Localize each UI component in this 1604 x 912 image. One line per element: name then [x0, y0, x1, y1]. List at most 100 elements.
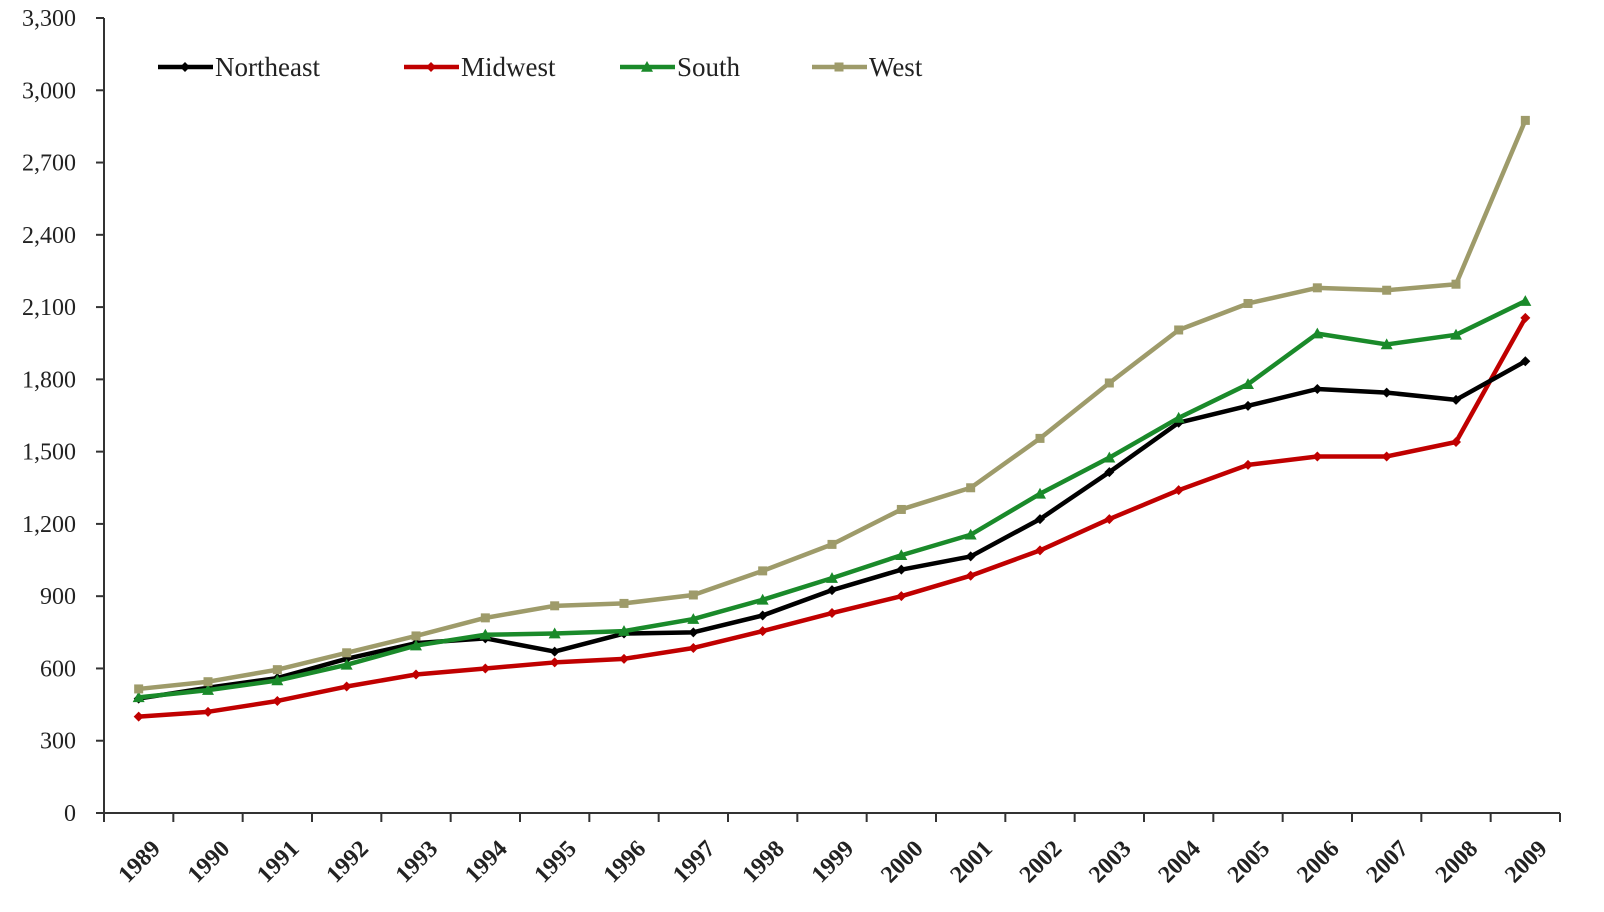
x-tick-label: 2008: [1431, 836, 1483, 888]
data-point-south: [1034, 487, 1046, 499]
data-point-midwest: [1451, 437, 1461, 447]
data-point-west: [1174, 325, 1184, 335]
data-point-midwest: [1312, 451, 1323, 462]
data-point-south: [895, 549, 908, 561]
data-point-midwest: [480, 663, 491, 674]
legend-label: Midwest: [461, 52, 556, 82]
data-point-south: [1311, 327, 1324, 339]
series-line-south: [138, 299, 1527, 700]
data-point-midwest: [1520, 312, 1531, 323]
data-point-west: [758, 566, 768, 576]
y-tick-label: 3,300: [22, 6, 76, 32]
x-tick-label: 2009: [1500, 836, 1552, 888]
data-point-midwest: [1035, 545, 1045, 556]
data-point-south: [1172, 411, 1185, 423]
legend-marker: [641, 61, 653, 72]
x-tick-label: 2005: [1223, 836, 1275, 888]
series-midwest: [133, 312, 1531, 722]
series-group: [132, 115, 1532, 722]
legend-label: West: [869, 52, 923, 82]
legend-marker: [180, 62, 190, 72]
x-tick-label: 1991: [252, 836, 304, 888]
data-point-west: [1243, 298, 1253, 308]
x-tick-label: 1993: [391, 836, 443, 888]
data-point-south: [1103, 451, 1116, 463]
series-west: [134, 115, 1530, 694]
data-point-south: [132, 691, 145, 703]
data-point-south: [1242, 378, 1254, 389]
x-tick-label: 1996: [599, 836, 651, 888]
data-point-midwest: [688, 642, 699, 653]
data-point-west: [1104, 378, 1114, 388]
data-point-west: [134, 684, 144, 694]
data-point-northeast: [1381, 387, 1392, 398]
data-point-midwest: [341, 681, 352, 692]
x-tick-label: 2006: [1292, 836, 1344, 888]
legend-label: South: [677, 52, 741, 82]
series-line-northeast: [138, 359, 1527, 701]
data-point-midwest: [757, 626, 768, 637]
data-point-south: [964, 528, 977, 540]
data-point-west: [411, 631, 421, 641]
data-point-south: [1380, 338, 1393, 350]
data-point-midwest: [827, 608, 837, 619]
y-tick-label: 3,000: [22, 78, 76, 104]
data-point-south: [826, 572, 838, 583]
x-tick-label: 1992: [322, 836, 374, 888]
data-point-west: [1451, 279, 1461, 289]
data-point-south: [271, 674, 284, 686]
data-point-northeast: [549, 646, 560, 657]
x-tick-label: 2004: [1154, 836, 1206, 888]
data-point-northeast: [1243, 400, 1253, 411]
legend: Northeast Midwest South West: [158, 52, 923, 82]
y-tick-label: 0: [64, 801, 76, 827]
data-point-west: [203, 677, 213, 687]
data-point-northeast: [1520, 356, 1531, 367]
data-point-northeast: [757, 610, 768, 621]
data-point-west: [550, 601, 560, 611]
legend-item-northeast: Northeast: [158, 52, 320, 82]
x-tick-label: 1998: [738, 836, 790, 888]
data-point-midwest: [1381, 451, 1392, 462]
y-axis-ticks: 0 300 600 900 1,200 1,500 1,800 2,100 2,400 2,700…: [22, 6, 104, 827]
data-point-south: [340, 658, 353, 670]
x-tick-label: 1994: [460, 836, 512, 888]
data-point-south: [687, 613, 700, 624]
x-tick-label: 2003: [1084, 836, 1136, 888]
data-point-south: [618, 625, 630, 636]
x-tick-label: 1990: [183, 836, 235, 888]
data-point-northeast: [1312, 384, 1323, 394]
data-point-northeast: [896, 564, 907, 575]
legend-label: Northeast: [215, 52, 320, 82]
series-south: [132, 295, 1532, 703]
data-point-northeast: [1104, 467, 1115, 478]
axes: [103, 18, 1560, 814]
data-point-northeast: [688, 627, 699, 638]
data-point-south: [1519, 295, 1532, 306]
data-point-west: [827, 539, 837, 549]
data-point-midwest: [133, 711, 144, 722]
x-tick-label: 2001: [946, 836, 998, 888]
x-tick-label: 1997: [668, 836, 720, 888]
data-point-west: [1312, 283, 1322, 293]
data-point-south: [410, 639, 422, 651]
y-tick-label: 2,700: [22, 151, 76, 177]
data-point-northeast: [965, 551, 976, 562]
data-point-west: [272, 665, 282, 675]
data-point-west: [1520, 115, 1530, 125]
y-tick-label: 600: [40, 656, 76, 682]
y-tick-label: 300: [40, 729, 76, 755]
y-tick-label: 1,800: [22, 367, 76, 393]
data-point-midwest: [619, 653, 629, 664]
data-point-south: [756, 593, 769, 605]
x-tick-label: 1999: [807, 836, 859, 888]
legend-item-south: South: [620, 52, 741, 82]
y-tick-label: 1,500: [22, 440, 76, 466]
data-point-south: [479, 628, 492, 640]
x-tick-label: 2007: [1362, 836, 1414, 888]
data-point-northeast: [827, 585, 837, 596]
x-tick-label: 1995: [530, 836, 582, 888]
series-line-west: [138, 119, 1528, 692]
x-tick-label: 2002: [1015, 836, 1067, 888]
data-point-midwest: [549, 657, 560, 668]
